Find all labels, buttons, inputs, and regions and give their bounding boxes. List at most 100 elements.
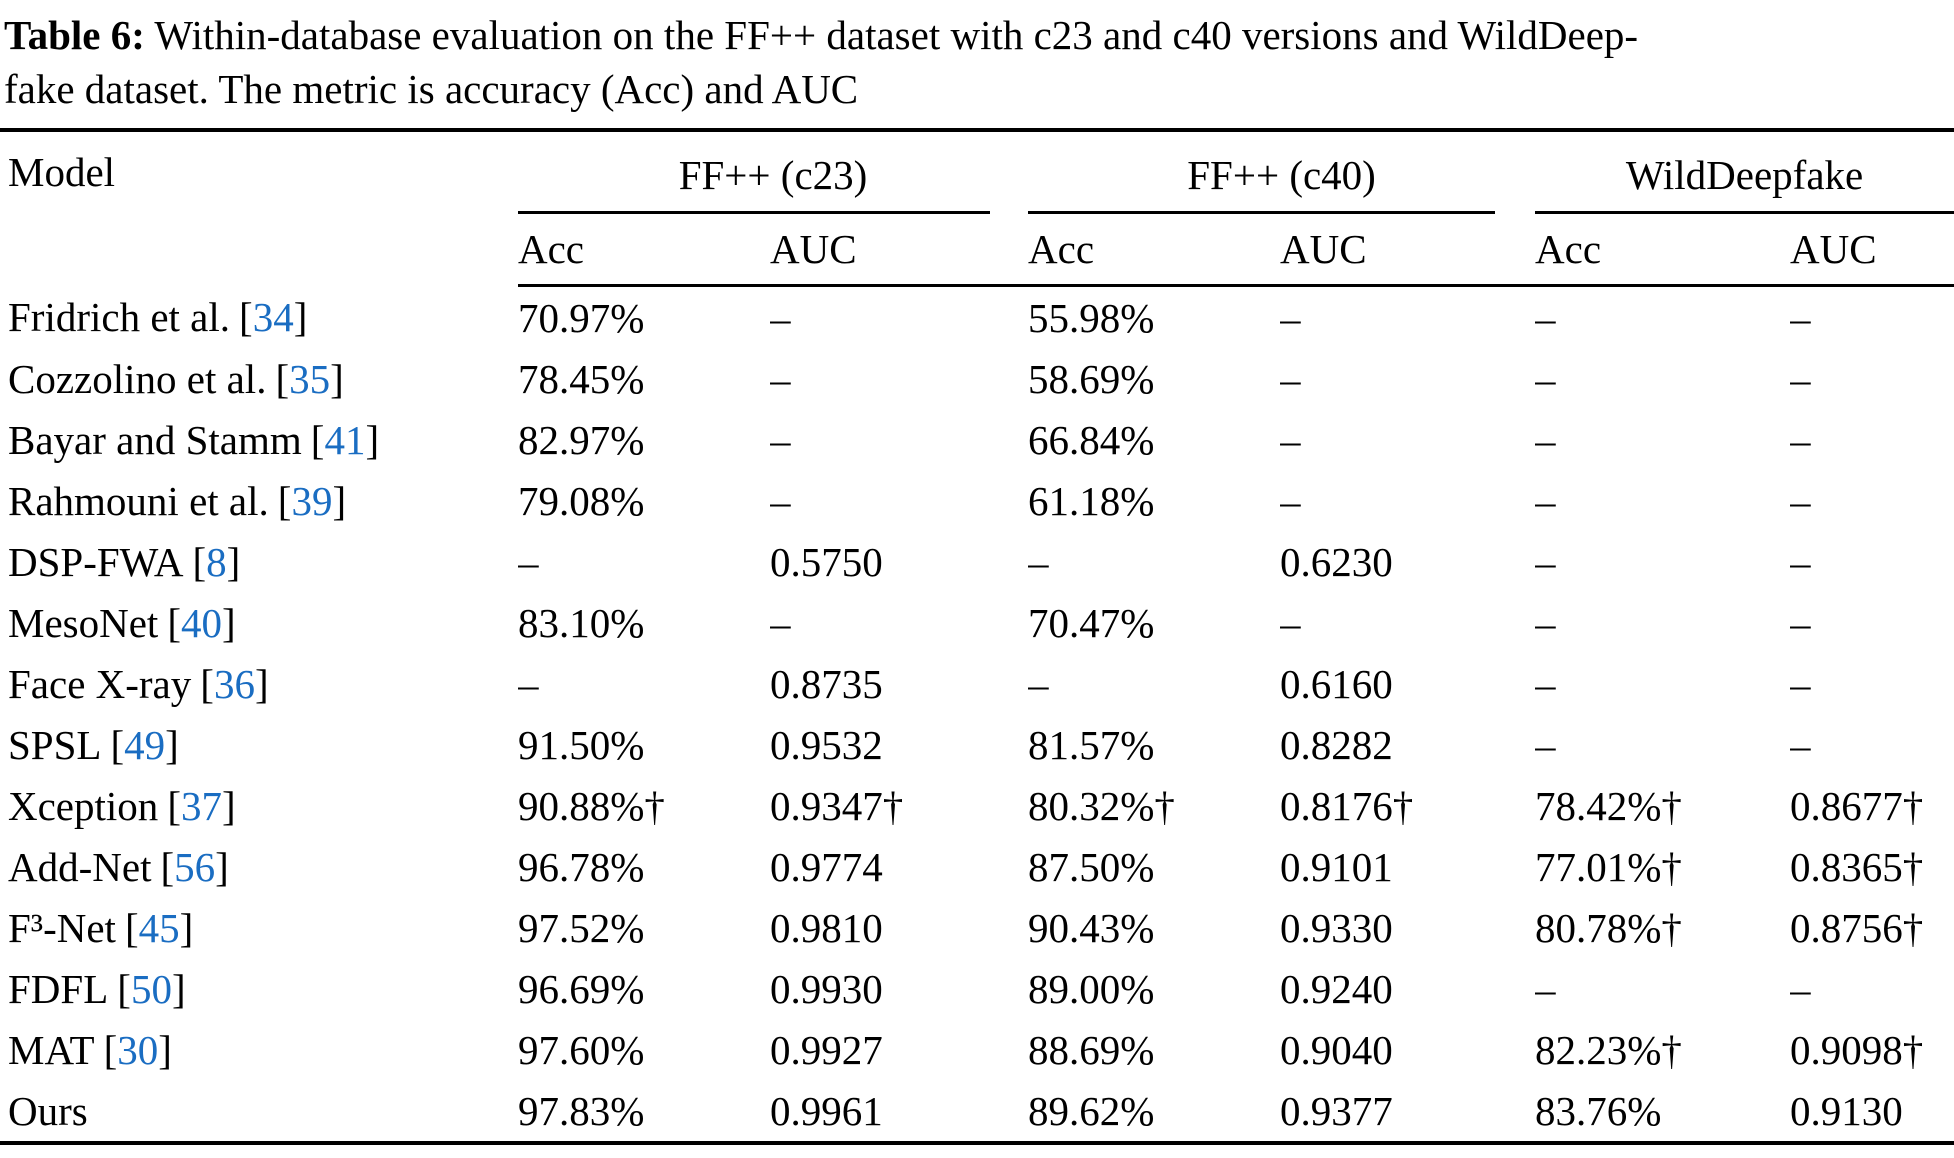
cell-wd-acc: 80.78%†	[1535, 904, 1682, 951]
citation-link[interactable]: 56	[174, 843, 216, 890]
column-header-c40-acc: Acc	[1028, 214, 1281, 288]
model-name: Face X-ray	[8, 660, 192, 707]
model-cell: MAT [30]	[0, 1019, 518, 1080]
citation-bracket: [	[200, 660, 214, 707]
cell-c40-auc: 0.9330	[1280, 904, 1393, 951]
cell-c23-acc: 96.69%	[518, 965, 645, 1012]
citation-link[interactable]: 45	[138, 904, 180, 951]
cell-c23-acc: 97.83%	[518, 1080, 770, 1146]
cell-c40-auc: –	[1280, 294, 1301, 341]
citation-bracket: ]	[221, 599, 236, 646]
citation-bracket: ]	[171, 965, 186, 1012]
cell-c40-auc: 0.9377	[1280, 1080, 1536, 1146]
cell-c23-acc: –	[518, 660, 539, 707]
citation-link[interactable]: 34	[252, 293, 294, 340]
citation-link[interactable]: 37	[180, 782, 222, 829]
table-row-mesonet: MesoNet [40] 83.10% – 70.47% – – –	[0, 592, 1954, 653]
model-name: Bayar and Stamm	[8, 416, 302, 463]
cell-c23-auc: –	[770, 416, 791, 463]
citation-link[interactable]: 49	[124, 721, 166, 768]
cell-c40-auc: –	[1280, 477, 1301, 524]
cell-wd-auc: 0.9098†	[1790, 1026, 1924, 1073]
citation-link[interactable]: 35	[289, 355, 331, 402]
citation-bracket: ]	[221, 782, 236, 829]
header-sub-row: Acc AUC Acc AUC Acc AUC	[0, 214, 1954, 288]
cell-c40-auc: 0.9101	[1280, 843, 1393, 890]
citation-bracket: ]	[332, 477, 347, 524]
citation-bracket: ]	[215, 843, 229, 890]
table-row-cozzolino: Cozzolino et al. [35] 78.45% – 58.69% – –…	[0, 348, 1954, 409]
model-name: Rahmouni et al.	[8, 477, 269, 524]
column-header-model: Model	[8, 149, 116, 196]
citation-bracket: [	[160, 843, 175, 890]
citation-bracket: ]	[158, 1026, 172, 1073]
cell-c40-auc: –	[1280, 416, 1301, 463]
citation-link[interactable]: 40	[180, 599, 222, 646]
cell-c40-auc: 0.8176†	[1280, 782, 1414, 829]
model-name: Xception	[8, 782, 159, 829]
cell-c40-acc: –	[1028, 538, 1049, 585]
column-group-ffpp-c23: FF++ (c23)	[518, 130, 1028, 215]
caption-label: Table 6:	[4, 12, 145, 58]
citation-bracket: ]	[330, 355, 344, 402]
cell-wd-acc: –	[1535, 965, 1556, 1012]
group-label-wilddeepfake: WildDeepfake	[1625, 152, 1864, 199]
cell-c40-acc: 55.98%	[1028, 294, 1155, 341]
cell-c40-acc: 70.47%	[1028, 599, 1155, 646]
cell-c23-auc: –	[770, 599, 791, 646]
cell-wd-auc: –	[1790, 599, 1811, 646]
citation-bracket: ]	[165, 721, 179, 768]
citation-link[interactable]: 41	[324, 416, 366, 463]
model-name: FDFL	[8, 965, 109, 1012]
model-name: MesoNet	[8, 599, 159, 646]
cell-c23-auc: 0.9930	[770, 965, 883, 1012]
model-cell: DSP-FWA [8]	[0, 531, 518, 592]
citation-link[interactable]: 50	[130, 965, 172, 1012]
model-cell: FDFL [50]	[0, 958, 518, 1019]
citation-bracket: [	[239, 293, 253, 340]
column-header-c23-acc: Acc	[518, 214, 770, 288]
table-row-f3net: F³-Net [45] 97.52% 0.9810 90.43% 0.9330 8…	[0, 897, 1954, 958]
citation-link[interactable]: 30	[117, 1026, 159, 1073]
cell-c40-acc: –	[1028, 660, 1049, 707]
cell-wd-auc: –	[1790, 660, 1811, 707]
cell-wd-auc: 0.8756†	[1790, 904, 1924, 951]
table-row-rahmouni: Rahmouni et al. [39] 79.08% – 61.18% – – …	[0, 470, 1954, 531]
table-row-xception: Xception [37] 90.88%† 0.9347† 80.32%† 0.8…	[0, 775, 1954, 836]
cell-c40-acc: 87.50%	[1028, 843, 1155, 890]
cell-wd-auc: –	[1790, 965, 1811, 1012]
model-cell: Bayar and Stamm [41]	[0, 409, 518, 470]
cell-c40-acc: 90.43%	[1028, 904, 1155, 951]
cell-c23-auc: 0.9927	[770, 1026, 883, 1073]
cell-c23-auc: 0.9532	[770, 721, 883, 768]
cell-wd-acc: –	[1535, 599, 1556, 646]
model-cell: SPSL [49]	[0, 714, 518, 775]
citation-bracket: ]	[365, 416, 380, 463]
cell-wd-acc: –	[1535, 294, 1556, 341]
model-cell: Rahmouni et al. [39]	[0, 470, 518, 531]
cell-c23-auc: 0.9774	[770, 843, 883, 890]
cell-wd-acc: –	[1535, 660, 1556, 707]
citation-bracket: [	[167, 782, 181, 829]
header-group-row: Model FF++ (c23) FF++ (c40) WildDeepfake	[0, 130, 1954, 215]
citation-link[interactable]: 39	[291, 477, 333, 524]
cell-wd-acc: 78.42%†	[1535, 782, 1682, 829]
group-rule	[518, 211, 991, 215]
table-caption: Table 6: Within-database evaluation on t…	[0, 0, 1954, 116]
citation-link[interactable]: 8	[206, 538, 227, 585]
table-row-addnet: Add-Net [56] 96.78% 0.9774 87.50% 0.9101 …	[0, 836, 1954, 897]
cell-c40-auc: 0.9240	[1280, 965, 1393, 1012]
citation-bracket: [	[167, 599, 181, 646]
model-name: SPSL	[8, 721, 102, 768]
cell-c40-acc: 88.69%	[1028, 1026, 1155, 1073]
cell-c23-auc: 0.5750	[770, 538, 883, 585]
cell-wd-acc: –	[1535, 721, 1556, 768]
caption-line-1: Table 6: Within-database evaluation on t…	[4, 8, 1950, 62]
citation-bracket: [	[103, 1026, 118, 1073]
citation-link[interactable]: 36	[213, 660, 255, 707]
cell-c23-acc: 91.50%	[518, 721, 645, 768]
column-header-c40-auc: AUC	[1280, 214, 1536, 288]
table-row-mat: MAT [30] 97.60% 0.9927 88.69% 0.9040 82.2…	[0, 1019, 1954, 1080]
cell-c40-auc: 0.6230	[1280, 538, 1393, 585]
